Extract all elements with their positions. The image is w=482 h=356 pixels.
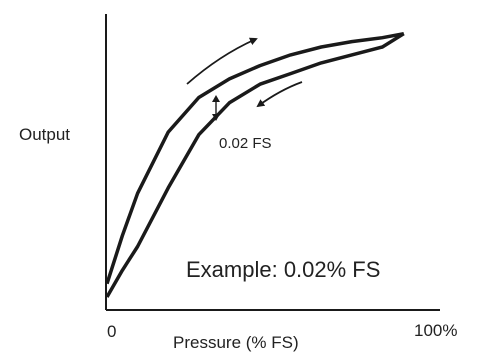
example-label: Example: 0.02% FS [186, 257, 380, 282]
y-axis-title: Output [19, 125, 70, 144]
x-tick-label-start: 0 [107, 322, 116, 341]
decreasing-curve [105, 32, 405, 298]
x-tick-label-end: 100% [414, 321, 457, 340]
x-axis-title: Pressure (% FS) [173, 333, 299, 352]
increasing-direction-arrow-icon [186, 37, 258, 85]
increasing-curve [105, 31, 405, 285]
decreasing-direction-arrow-icon [256, 81, 303, 108]
gap-label: 0.02 FS [219, 135, 272, 152]
gap-double-arrow-icon [212, 95, 220, 121]
